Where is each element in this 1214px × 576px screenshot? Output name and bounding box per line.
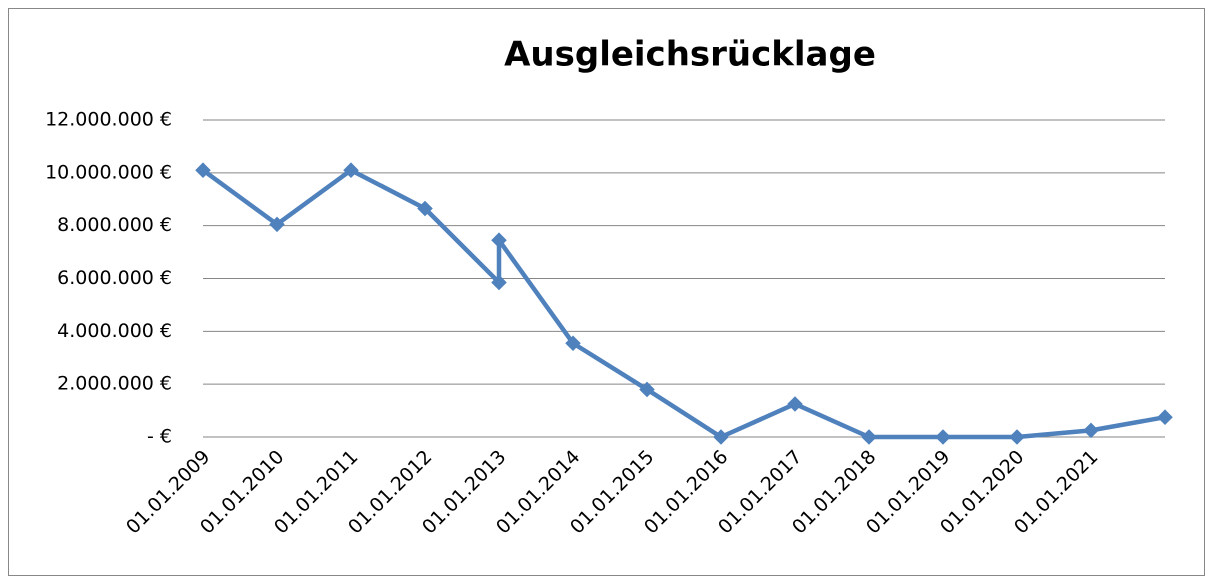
point-marker [491, 232, 507, 248]
chart-frame [8, 8, 1205, 576]
y-tick-label: 4.000.000 € [57, 320, 172, 342]
point-marker [269, 216, 285, 233]
y-tick-label: - € [147, 426, 172, 448]
y-tick-label: 8.000.000 € [57, 214, 172, 236]
point-marker [343, 162, 359, 178]
y-tick-label: 2.000.000 € [57, 373, 172, 395]
y-tick-label: 12.000.000 € [45, 109, 172, 131]
y-tick-label: 10.000.000 € [45, 161, 172, 183]
point-marker [417, 200, 433, 217]
point-marker [1157, 409, 1173, 425]
y-tick-label: 6.000.000 € [57, 267, 172, 289]
chart-title: Ausgleichsrücklage [504, 35, 876, 75]
point-marker [1083, 422, 1099, 439]
point-marker [195, 162, 211, 178]
